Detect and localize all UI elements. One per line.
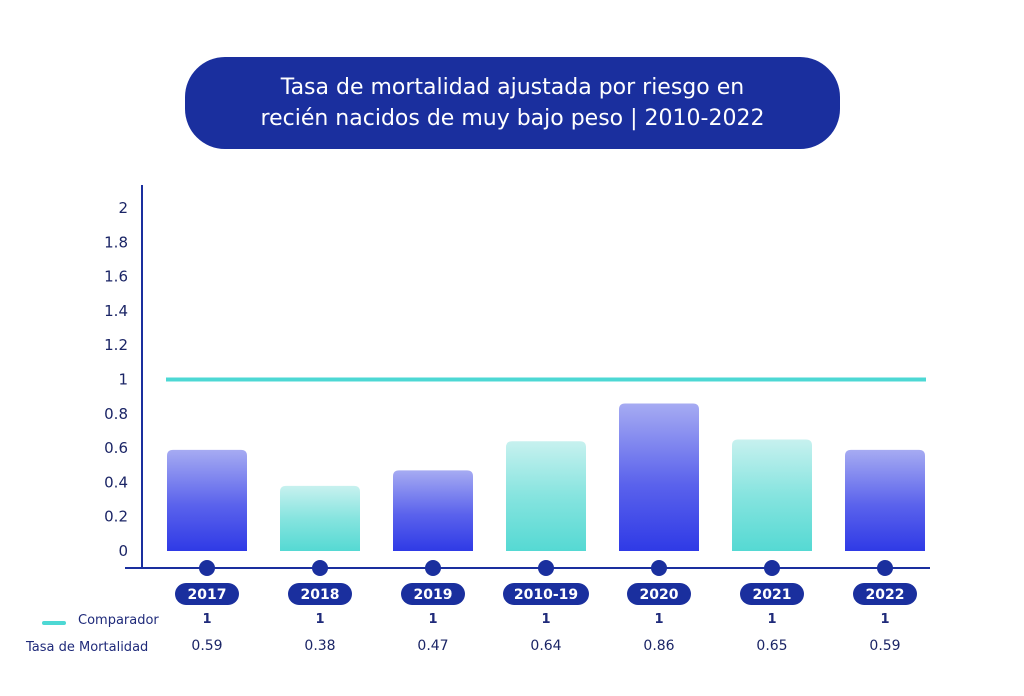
tasa-value: 0.86 — [643, 638, 675, 654]
x-axis-dot — [764, 560, 780, 576]
comparador-value: 1 — [315, 612, 325, 627]
y-tick-label: 1 — [118, 371, 128, 389]
bar-2018 — [280, 485, 360, 551]
category-label: 2020 — [640, 587, 679, 603]
y-tick-label: 0 — [118, 542, 128, 560]
category-pill — [503, 583, 589, 605]
x-axis-dot — [877, 560, 893, 576]
tasa-value: 0.65 — [756, 638, 788, 654]
category-pill — [401, 583, 465, 605]
chart-title-line-1: Tasa de mortalidad ajustada por riesgo e… — [280, 75, 745, 100]
comparador-value: 1 — [767, 612, 777, 627]
x-axis-dot — [651, 560, 667, 576]
x-axis-dot — [538, 560, 554, 576]
category-pill — [288, 583, 352, 605]
y-tick-label: 1.4 — [104, 302, 128, 320]
y-tick-label: 1.8 — [104, 233, 128, 251]
bars — [167, 403, 925, 551]
tasa-value: 0.59 — [869, 638, 901, 654]
bar-2010-19 — [506, 441, 586, 551]
y-tick-label: 0.2 — [104, 508, 128, 526]
chart-title-line-2: recién nacidos de muy bajo peso | 2010-2… — [260, 106, 765, 131]
comparador-value: 1 — [654, 612, 664, 627]
x-axis: 2017 2018 2019 2010-19 2020 2021 2022 — [125, 560, 930, 605]
tasa-value: 0.38 — [304, 638, 336, 654]
y-tick-label: 1.6 — [104, 268, 128, 286]
y-tick-label: 0.4 — [104, 473, 128, 491]
tasa-value: 0.59 — [191, 638, 223, 654]
y-tick-label: 0.8 — [104, 405, 128, 423]
bar-2017 — [167, 449, 247, 551]
comparador-legend-line — [42, 621, 66, 625]
category-label: 2018 — [301, 587, 340, 603]
y-tick-label: 1.2 — [104, 336, 128, 354]
y-tick-label: 2 — [118, 199, 128, 217]
category-label: 2022 — [866, 587, 905, 603]
tasa-value: 0.64 — [530, 638, 562, 654]
y-axis: 2 1.8 1.6 1.4 1.2 1 0.8 0.6 0.4 0.2 0 — [104, 185, 143, 568]
category-pill — [627, 583, 691, 605]
y-tick-label: 0.6 — [104, 439, 128, 457]
category-label: 2019 — [414, 587, 453, 603]
chart-title-pill: Tasa de mortalidad ajustada por riesgo e… — [185, 57, 840, 149]
comparador-value: 1 — [541, 612, 551, 627]
comparador-row-label: Comparador — [78, 613, 159, 628]
x-axis-dot — [199, 560, 215, 576]
bar-2021 — [732, 439, 812, 551]
tasa-row-label: Tasa de Mortalidad — [26, 640, 149, 655]
comparador-value: 1 — [428, 612, 438, 627]
category-label: 2017 — [188, 587, 227, 603]
bar-2020 — [619, 403, 699, 551]
comparador-value: 1 — [202, 612, 212, 627]
tasa-value: 0.47 — [417, 638, 449, 654]
category-pill — [853, 583, 917, 605]
category-pill — [740, 583, 804, 605]
category-pill — [175, 583, 239, 605]
bar-2022 — [845, 449, 925, 551]
x-axis-dot — [312, 560, 328, 576]
x-axis-dot — [425, 560, 441, 576]
bar-2019 — [393, 470, 473, 551]
category-label: 2010-19 — [514, 587, 578, 603]
category-label: 2021 — [753, 587, 792, 603]
comparador-value: 1 — [880, 612, 890, 627]
